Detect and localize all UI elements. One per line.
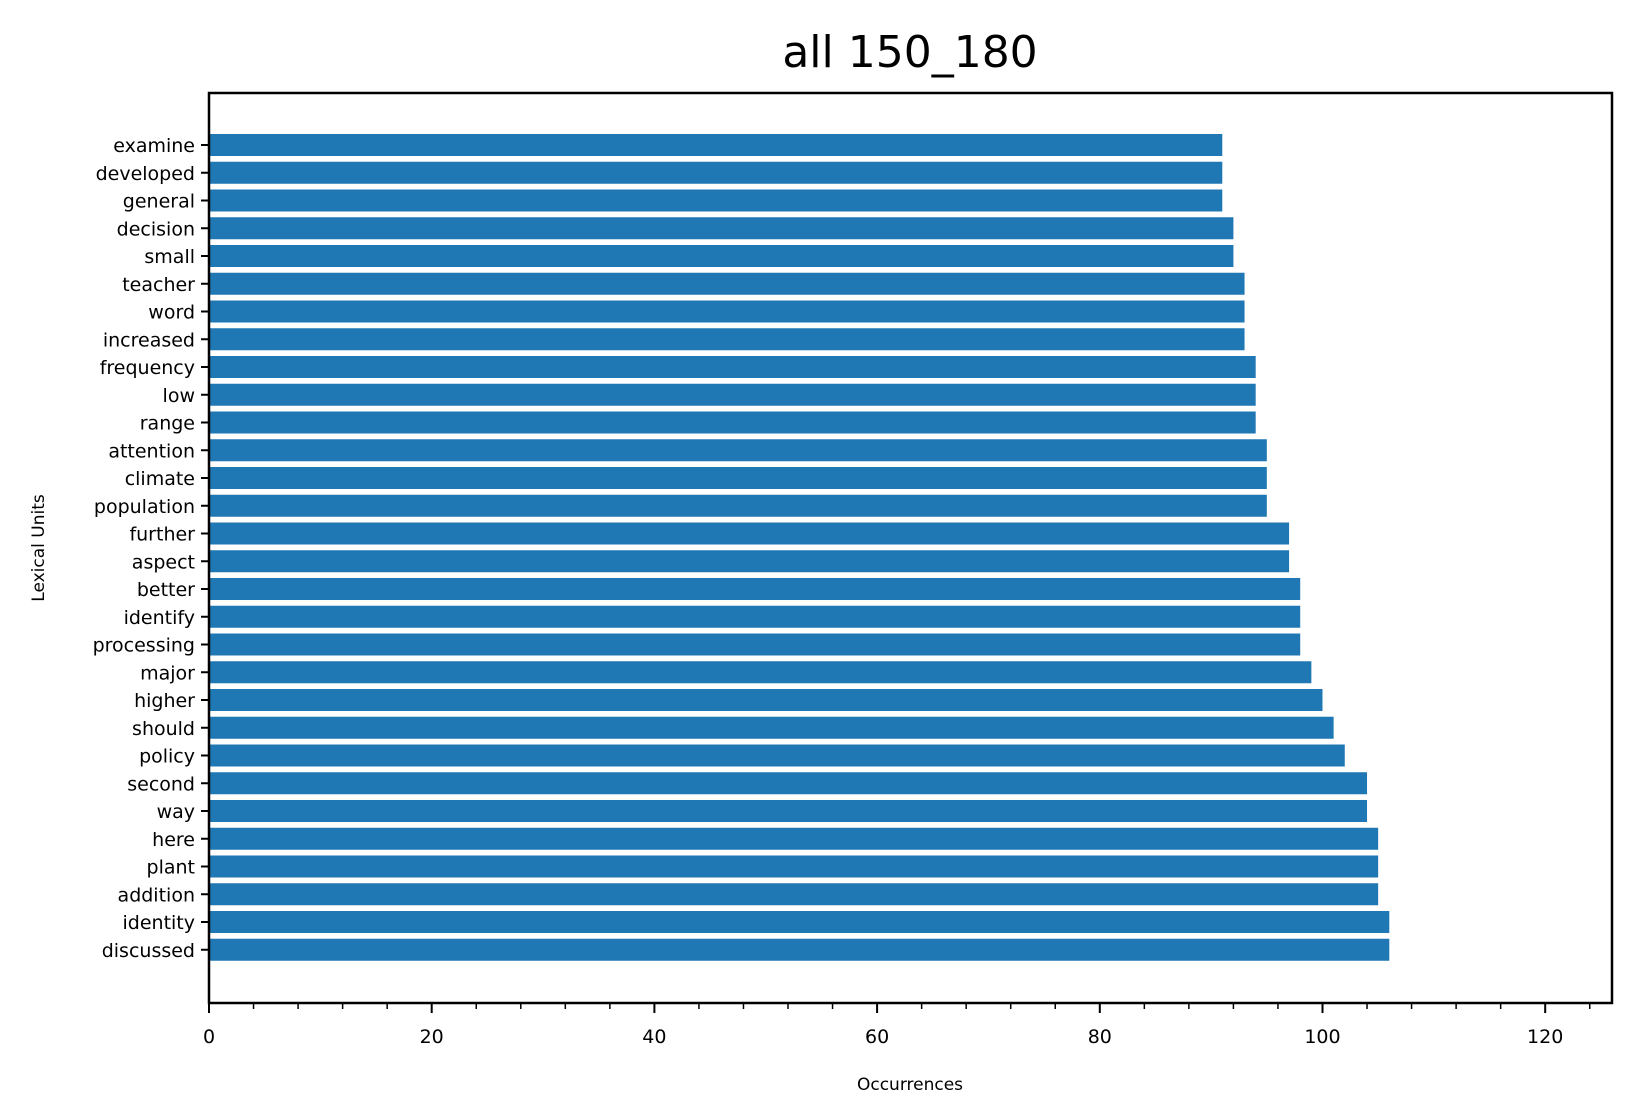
x-tick-label-60: 60 <box>865 1026 889 1048</box>
y-tick-label-teacher: teacher <box>122 274 195 296</box>
bar-way <box>209 800 1368 822</box>
bar-major <box>209 661 1312 684</box>
y-tick-label-population: population <box>94 496 195 518</box>
bar-further <box>209 522 1290 545</box>
y-tick-label-second: second <box>127 773 195 795</box>
bar-increased <box>209 328 1245 351</box>
bar-plant <box>209 855 1379 878</box>
y-tick-label-addition: addition <box>118 884 195 906</box>
bar-addition <box>209 883 1379 906</box>
y-tick-label-examine: examine <box>113 135 195 157</box>
x-tick-label-20: 20 <box>420 1026 444 1048</box>
bar-policy <box>209 744 1345 767</box>
y-tick-label-decision: decision <box>117 218 195 240</box>
y-tick-label-small: small <box>144 246 195 268</box>
bar-teacher <box>209 272 1245 295</box>
bars-group <box>209 134 1390 961</box>
bar-attention <box>209 439 1267 462</box>
y-tick-label-increased: increased <box>103 329 195 351</box>
bar-general <box>209 189 1223 212</box>
bar-frequency <box>209 356 1256 378</box>
y-tick-label-attention: attention <box>108 440 195 462</box>
y-tick-label-processing: processing <box>93 635 195 657</box>
y-axis-label: Lexical Units <box>29 494 49 602</box>
plot-frame <box>207 91 1614 1005</box>
bar-word <box>209 300 1245 323</box>
bar-aspect <box>209 550 1290 573</box>
y-axis-ticks: examine developed general decision small teac… <box>93 135 209 962</box>
y-tick-label-major: major <box>140 662 195 684</box>
y-tick-label-low: low <box>163 385 195 407</box>
bar-here <box>209 827 1379 850</box>
bar-better <box>209 578 1301 600</box>
x-tick-label-0: 0 <box>203 1026 215 1048</box>
bar-should <box>209 716 1334 739</box>
bar-processing <box>209 633 1301 656</box>
y-tick-label-word: word <box>148 302 195 324</box>
chart-title: all 150_180 <box>782 27 1037 78</box>
x-tick-label-40: 40 <box>642 1026 666 1048</box>
bar-second <box>209 772 1368 795</box>
bar-developed <box>209 161 1223 184</box>
y-tick-label-frequency: frequency <box>100 357 195 379</box>
y-tick-label-plant: plant <box>147 857 195 879</box>
y-tick-label-higher: higher <box>134 690 195 712</box>
bar-discussed <box>209 938 1390 961</box>
bar-identify <box>209 605 1301 628</box>
y-tick-label-range: range <box>140 413 195 435</box>
y-tick-label-should: should <box>132 718 195 740</box>
x-axis-label: Occurrences <box>857 1075 963 1095</box>
y-tick-label-aspect: aspect <box>132 551 195 573</box>
bar-climate <box>209 467 1267 489</box>
y-tick-label-way: way <box>157 801 195 823</box>
bar-examine <box>209 134 1223 156</box>
x-tick-label-100: 100 <box>1304 1026 1340 1048</box>
bar-low <box>209 383 1256 406</box>
bar-small <box>209 245 1234 267</box>
y-tick-label-policy: policy <box>139 746 195 768</box>
y-tick-label-discussed: discussed <box>102 940 195 962</box>
y-tick-label-identify: identify <box>124 607 195 629</box>
y-tick-label-climate: climate <box>125 468 195 490</box>
y-tick-label-general: general <box>123 191 195 213</box>
y-tick-label-identity: identity <box>123 912 196 934</box>
bar-higher <box>209 689 1323 711</box>
y-tick-label-here: here <box>152 829 195 851</box>
y-tick-label-further: further <box>129 524 195 546</box>
bar-identity <box>209 911 1390 933</box>
bar-range <box>209 411 1256 434</box>
x-axis-ticks: 0 20 40 60 80 100 120 <box>203 1003 1591 1048</box>
y-tick-label-better: better <box>137 579 195 601</box>
x-tick-label-80: 80 <box>1088 1026 1112 1048</box>
bar-population <box>209 494 1267 517</box>
bar-decision <box>209 217 1234 240</box>
y-tick-label-developed: developed <box>96 163 195 185</box>
x-tick-label-120: 120 <box>1527 1026 1563 1048</box>
